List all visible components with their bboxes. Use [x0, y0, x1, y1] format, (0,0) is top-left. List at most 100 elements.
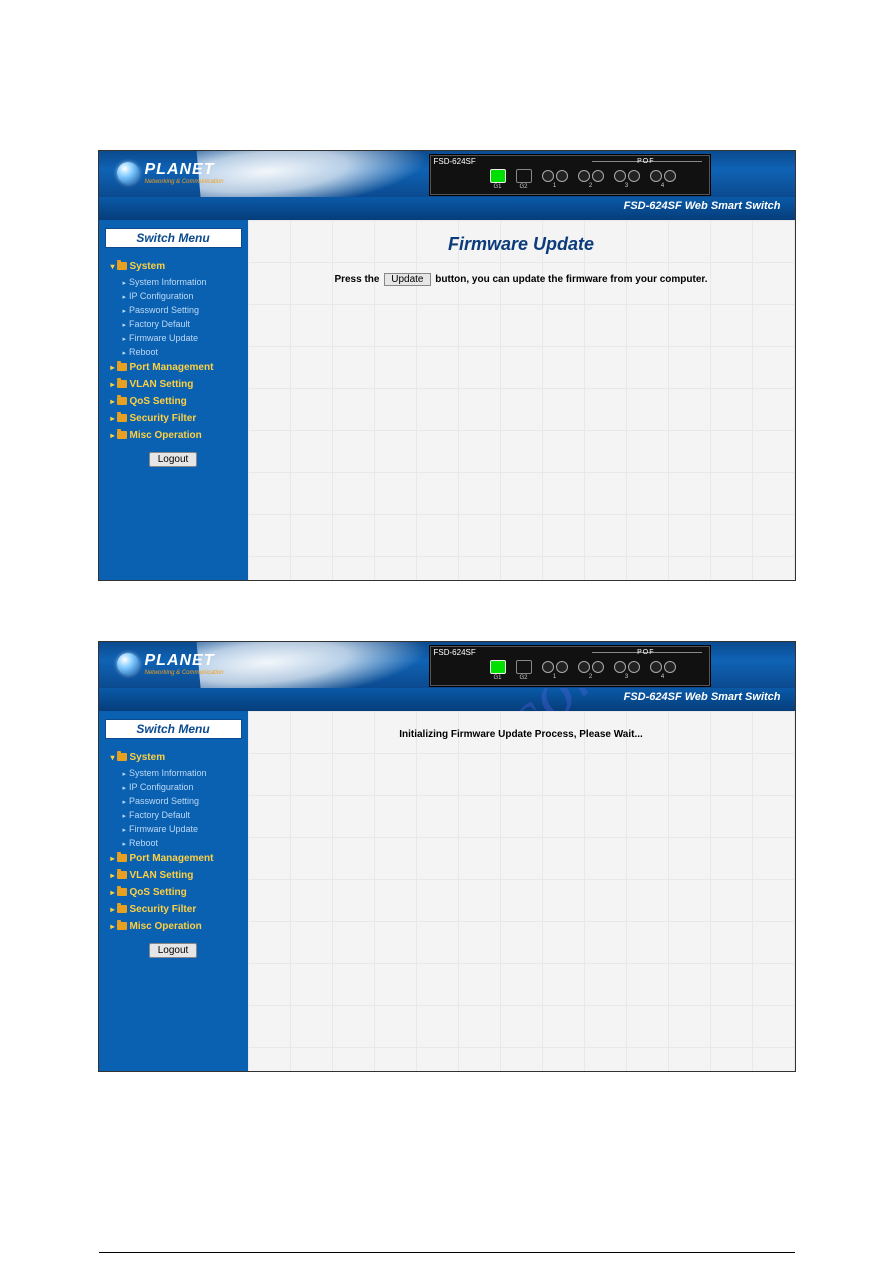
submenu-reboot[interactable]: Reboot — [123, 345, 242, 359]
device-front-panel: FSD-624SF POF G1 G2 1 2 3 4 — [429, 645, 711, 687]
menu-item-vlan-setting[interactable]: ▸VLAN Setting — [105, 867, 242, 884]
pof-port-icon — [542, 170, 554, 182]
submenu-firmware-update[interactable]: Firmware Update — [123, 822, 242, 836]
pof-port-icon — [542, 661, 554, 673]
folder-icon — [117, 262, 127, 270]
submenu-system: System Information IP Configuration Pass… — [105, 275, 242, 359]
screenshot-1: PLANET Networking & Communication FSD-62… — [98, 150, 796, 581]
submenu-password-setting[interactable]: Password Setting — [123, 303, 242, 317]
logout-button[interactable]: Logout — [149, 943, 198, 958]
port-g2-icon — [516, 169, 532, 183]
device-model-label: FSD-624SF — [434, 157, 476, 166]
submenu-reboot[interactable]: Reboot — [123, 836, 242, 850]
pof-port-icon — [664, 170, 676, 182]
menu-item-vlan-setting[interactable]: ▸VLAN Setting — [105, 376, 242, 393]
folder-icon — [117, 905, 127, 913]
header-bar: PLANET Networking & Communication FSD-62… — [99, 642, 795, 688]
menu-item-qos-setting[interactable]: ▸QoS Setting — [105, 393, 242, 410]
header-cloud-decoration — [196, 151, 431, 197]
folder-icon — [117, 888, 127, 896]
pof-port-icon — [556, 661, 568, 673]
update-button[interactable]: Update — [384, 273, 430, 286]
submenu-factory-default[interactable]: Factory Default — [123, 317, 242, 331]
product-title-bar: FSD-624SF Web Smart Switch — [99, 688, 795, 711]
folder-icon — [117, 363, 127, 371]
port-g1-icon — [490, 660, 506, 674]
main-content: Firmware Update Press the Update button,… — [248, 220, 795, 580]
pof-label: POF — [637, 649, 654, 656]
menu-item-system[interactable]: ▾System — [105, 258, 242, 275]
pof-port-icon — [556, 170, 568, 182]
waiting-message: Initializing Firmware Update Process, Pl… — [258, 725, 785, 740]
port-indicators: G1 G2 1 2 3 4 — [490, 169, 676, 190]
submenu-firmware-update[interactable]: Firmware Update — [123, 331, 242, 345]
globe-icon — [117, 653, 139, 675]
footer-divider — [99, 1252, 795, 1253]
page: nualshive.com PLANET Networking & Commun… — [0, 150, 893, 1253]
menu-item-security-filter[interactable]: ▸Security Filter — [105, 410, 242, 427]
folder-icon — [117, 922, 127, 930]
body-layout: Switch Menu ▾System System Information I… — [99, 711, 795, 1071]
pof-port-icon — [614, 661, 626, 673]
menu-item-port-management[interactable]: ▸Port Management — [105, 359, 242, 376]
pof-port-icon — [614, 170, 626, 182]
menu-item-system[interactable]: ▾System — [105, 749, 242, 766]
pof-port-icon — [628, 661, 640, 673]
brand-logo: PLANET Networking & Communication — [117, 652, 224, 676]
globe-icon — [117, 162, 139, 184]
menu: ▾System System Information IP Configurat… — [105, 749, 242, 935]
port-g1-icon — [490, 169, 506, 183]
sidebar: Switch Menu ▾System System Information I… — [99, 711, 248, 1071]
main-content: Initializing Firmware Update Process, Pl… — [248, 711, 795, 1071]
logo-text: PLANET — [145, 652, 224, 670]
menu-item-misc-operation[interactable]: ▸Misc Operation — [105, 918, 242, 935]
switch-menu-header: Switch Menu — [105, 719, 242, 739]
screenshot-2: PLANET Networking & Communication FSD-62… — [98, 641, 796, 1072]
page-title: Firmware Update — [258, 234, 785, 255]
menu-item-qos-setting[interactable]: ▸QoS Setting — [105, 884, 242, 901]
port-g2-icon — [516, 660, 532, 674]
brand-logo: PLANET Networking & Communication — [117, 161, 224, 185]
pof-label: POF — [637, 158, 654, 165]
submenu-system-information[interactable]: System Information — [123, 275, 242, 289]
device-model-label: FSD-624SF — [434, 648, 476, 657]
menu-item-port-management[interactable]: ▸Port Management — [105, 850, 242, 867]
pof-port-icon — [650, 661, 662, 673]
pof-port-icon — [578, 661, 590, 673]
pof-port-icon — [664, 661, 676, 673]
logout-button[interactable]: Logout — [149, 452, 198, 467]
product-title-bar: FSD-624SF Web Smart Switch — [99, 197, 795, 220]
menu-item-misc-operation[interactable]: ▸Misc Operation — [105, 427, 242, 444]
submenu-ip-configuration[interactable]: IP Configuration — [123, 780, 242, 794]
device-front-panel: FSD-624SF POF G1 G2 1 2 3 4 — [429, 154, 711, 196]
folder-icon — [117, 414, 127, 422]
folder-icon — [117, 753, 127, 761]
body-layout: Switch Menu ▾System System Information I… — [99, 220, 795, 580]
header-cloud-decoration — [196, 642, 431, 688]
submenu-factory-default[interactable]: Factory Default — [123, 808, 242, 822]
sidebar: Switch Menu ▾System System Information I… — [99, 220, 248, 580]
logo-text: PLANET — [145, 161, 224, 179]
menu: ▾System System Information IP Configurat… — [105, 258, 242, 444]
pof-port-icon — [628, 170, 640, 182]
pof-port-icon — [592, 170, 604, 182]
submenu-system: System Information IP Configuration Pass… — [105, 766, 242, 850]
port-indicators: G1 G2 1 2 3 4 — [490, 660, 676, 681]
logo-subtext: Networking & Communication — [145, 670, 224, 676]
header-bar: PLANET Networking & Communication FSD-62… — [99, 151, 795, 197]
switch-menu-header: Switch Menu — [105, 228, 242, 248]
folder-icon — [117, 871, 127, 879]
folder-icon — [117, 397, 127, 405]
folder-icon — [117, 380, 127, 388]
instruction-text: Press the Update button, you can update … — [258, 273, 785, 286]
menu-item-security-filter[interactable]: ▸Security Filter — [105, 901, 242, 918]
pof-port-icon — [578, 170, 590, 182]
logo-subtext: Networking & Communication — [145, 179, 224, 185]
folder-icon — [117, 854, 127, 862]
submenu-system-information[interactable]: System Information — [123, 766, 242, 780]
submenu-ip-configuration[interactable]: IP Configuration — [123, 289, 242, 303]
pof-port-icon — [592, 661, 604, 673]
folder-icon — [117, 431, 127, 439]
pof-port-icon — [650, 170, 662, 182]
submenu-password-setting[interactable]: Password Setting — [123, 794, 242, 808]
